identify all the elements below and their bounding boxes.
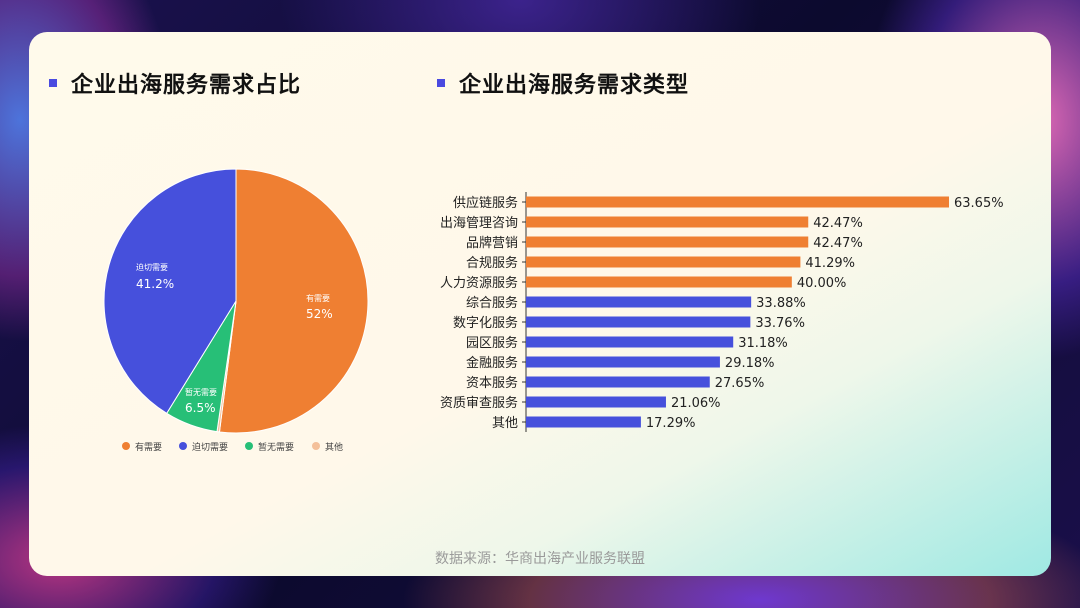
bar	[526, 196, 949, 208]
bar	[526, 216, 809, 228]
legend-label: 暂无需要	[258, 441, 294, 453]
bar	[526, 336, 734, 348]
y-tick-label: 品牌营销	[466, 235, 518, 251]
legend-marker	[122, 442, 130, 450]
bar	[526, 236, 809, 248]
bar-value-label: 29.18%	[725, 356, 775, 371]
bar-value-label: 40.00%	[797, 276, 847, 291]
bar	[526, 376, 710, 388]
bar-value-label: 17.29%	[646, 416, 696, 431]
bar-value-label: 42.47%	[813, 216, 863, 231]
pie-slice-name-label: 暂无需要	[185, 387, 217, 397]
bar-value-label: 63.65%	[954, 196, 1004, 211]
y-tick-label: 合规服务	[466, 255, 518, 271]
bar-chart-heading: 企业出海服务需求类型	[437, 68, 689, 98]
bar	[526, 296, 752, 308]
legend-label: 有需要	[135, 441, 162, 453]
y-tick-label: 园区服务	[466, 335, 518, 351]
legend-marker	[312, 442, 320, 450]
bullet-square-icon	[437, 79, 445, 87]
y-tick-label: 人力资源服务	[440, 275, 518, 291]
bar-value-label: 33.88%	[756, 296, 806, 311]
bar	[526, 316, 751, 328]
pie-slice-name-label: 迫切需要	[136, 262, 168, 272]
bar	[526, 256, 801, 268]
legend-label: 其他	[325, 441, 343, 453]
pie-slice-percent-label: 41.2%	[136, 277, 174, 291]
y-tick-label: 其他	[492, 416, 518, 431]
pie-slice-percent-label: 52%	[306, 307, 333, 321]
y-tick-label: 综合服务	[466, 295, 518, 311]
source-note: 数据来源：华商出海产业服务联盟	[435, 551, 645, 567]
bar-chart-title: 企业出海服务需求类型	[459, 73, 690, 98]
legend-marker	[245, 442, 253, 450]
legend-label: 迫切需要	[192, 441, 228, 453]
bar	[526, 276, 792, 288]
pie-chart-title: 企业出海服务需求占比	[71, 73, 302, 98]
y-tick-label: 出海管理咨询	[440, 216, 518, 231]
y-tick-label: 数字化服务	[453, 315, 518, 331]
bar-value-label: 27.65%	[715, 376, 765, 391]
pie-chart-heading: 企业出海服务需求占比	[49, 68, 301, 98]
y-tick-label: 资质审查服务	[440, 395, 518, 411]
bar-value-label: 33.76%	[755, 316, 805, 331]
bar	[526, 396, 666, 408]
bullet-square-icon	[49, 79, 57, 87]
y-tick-label: 资本服务	[466, 375, 518, 391]
bar-value-label: 41.29%	[805, 256, 855, 271]
bar-value-label: 31.18%	[738, 336, 788, 351]
y-tick-label: 供应链服务	[453, 195, 518, 211]
pie-slice-percent-label: 6.5%	[185, 401, 216, 415]
bar	[526, 356, 720, 368]
bar-value-label: 21.06%	[671, 396, 721, 411]
pie-slice-name-label: 有需要	[306, 293, 330, 303]
y-tick-label: 金融服务	[466, 355, 518, 371]
pie-slice-0	[218, 168, 369, 434]
bar	[526, 416, 641, 428]
legend-marker	[179, 442, 187, 450]
bar-value-label: 42.47%	[813, 236, 863, 251]
pie-slice-3	[103, 168, 237, 415]
